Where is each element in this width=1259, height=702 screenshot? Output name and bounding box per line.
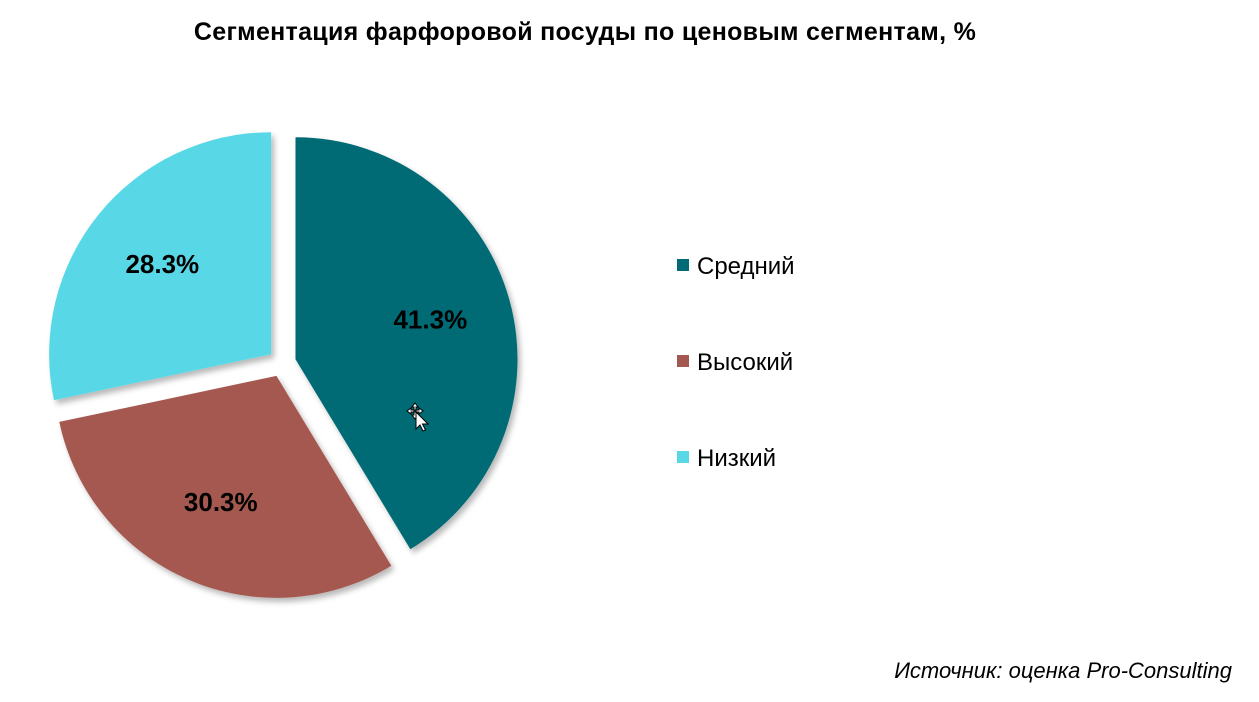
legend-label-vysokiy: Высокий <box>697 349 794 376</box>
legend-item-sredniy: Средний <box>677 252 795 282</box>
pie-slice-labels: 41.3% 30.3% 28.3% <box>125 249 467 517</box>
legend-item-nizkiy: Низкий <box>677 444 776 474</box>
legend-swatch-nizkiy <box>677 451 689 463</box>
slice-label-nizkiy: 28.3% <box>125 249 199 279</box>
source-note: Источник: оценка Pro-Consulting <box>894 658 1232 683</box>
slice-label-vysokiy: 30.3% <box>184 487 258 517</box>
pie-slice-sredniy <box>295 137 518 550</box>
move-cursor-icon <box>406 402 430 432</box>
pie-slice-vysokiy <box>59 375 392 598</box>
pie-slices <box>49 132 518 598</box>
legend-swatch-sredniy <box>677 259 689 271</box>
legend-label-sredniy: Средний <box>697 253 795 280</box>
slice-label-sredniy: 41.3% <box>393 304 467 334</box>
legend-item-vysokiy: Высокий <box>677 348 793 378</box>
legend-swatch-vysokiy <box>677 355 689 367</box>
pie-slice-nizkiy <box>49 132 272 401</box>
legend-label-nizkiy: Низкий <box>697 445 777 472</box>
chart-title: Сегментация фарфоровой посуды по ценовым… <box>193 18 977 46</box>
